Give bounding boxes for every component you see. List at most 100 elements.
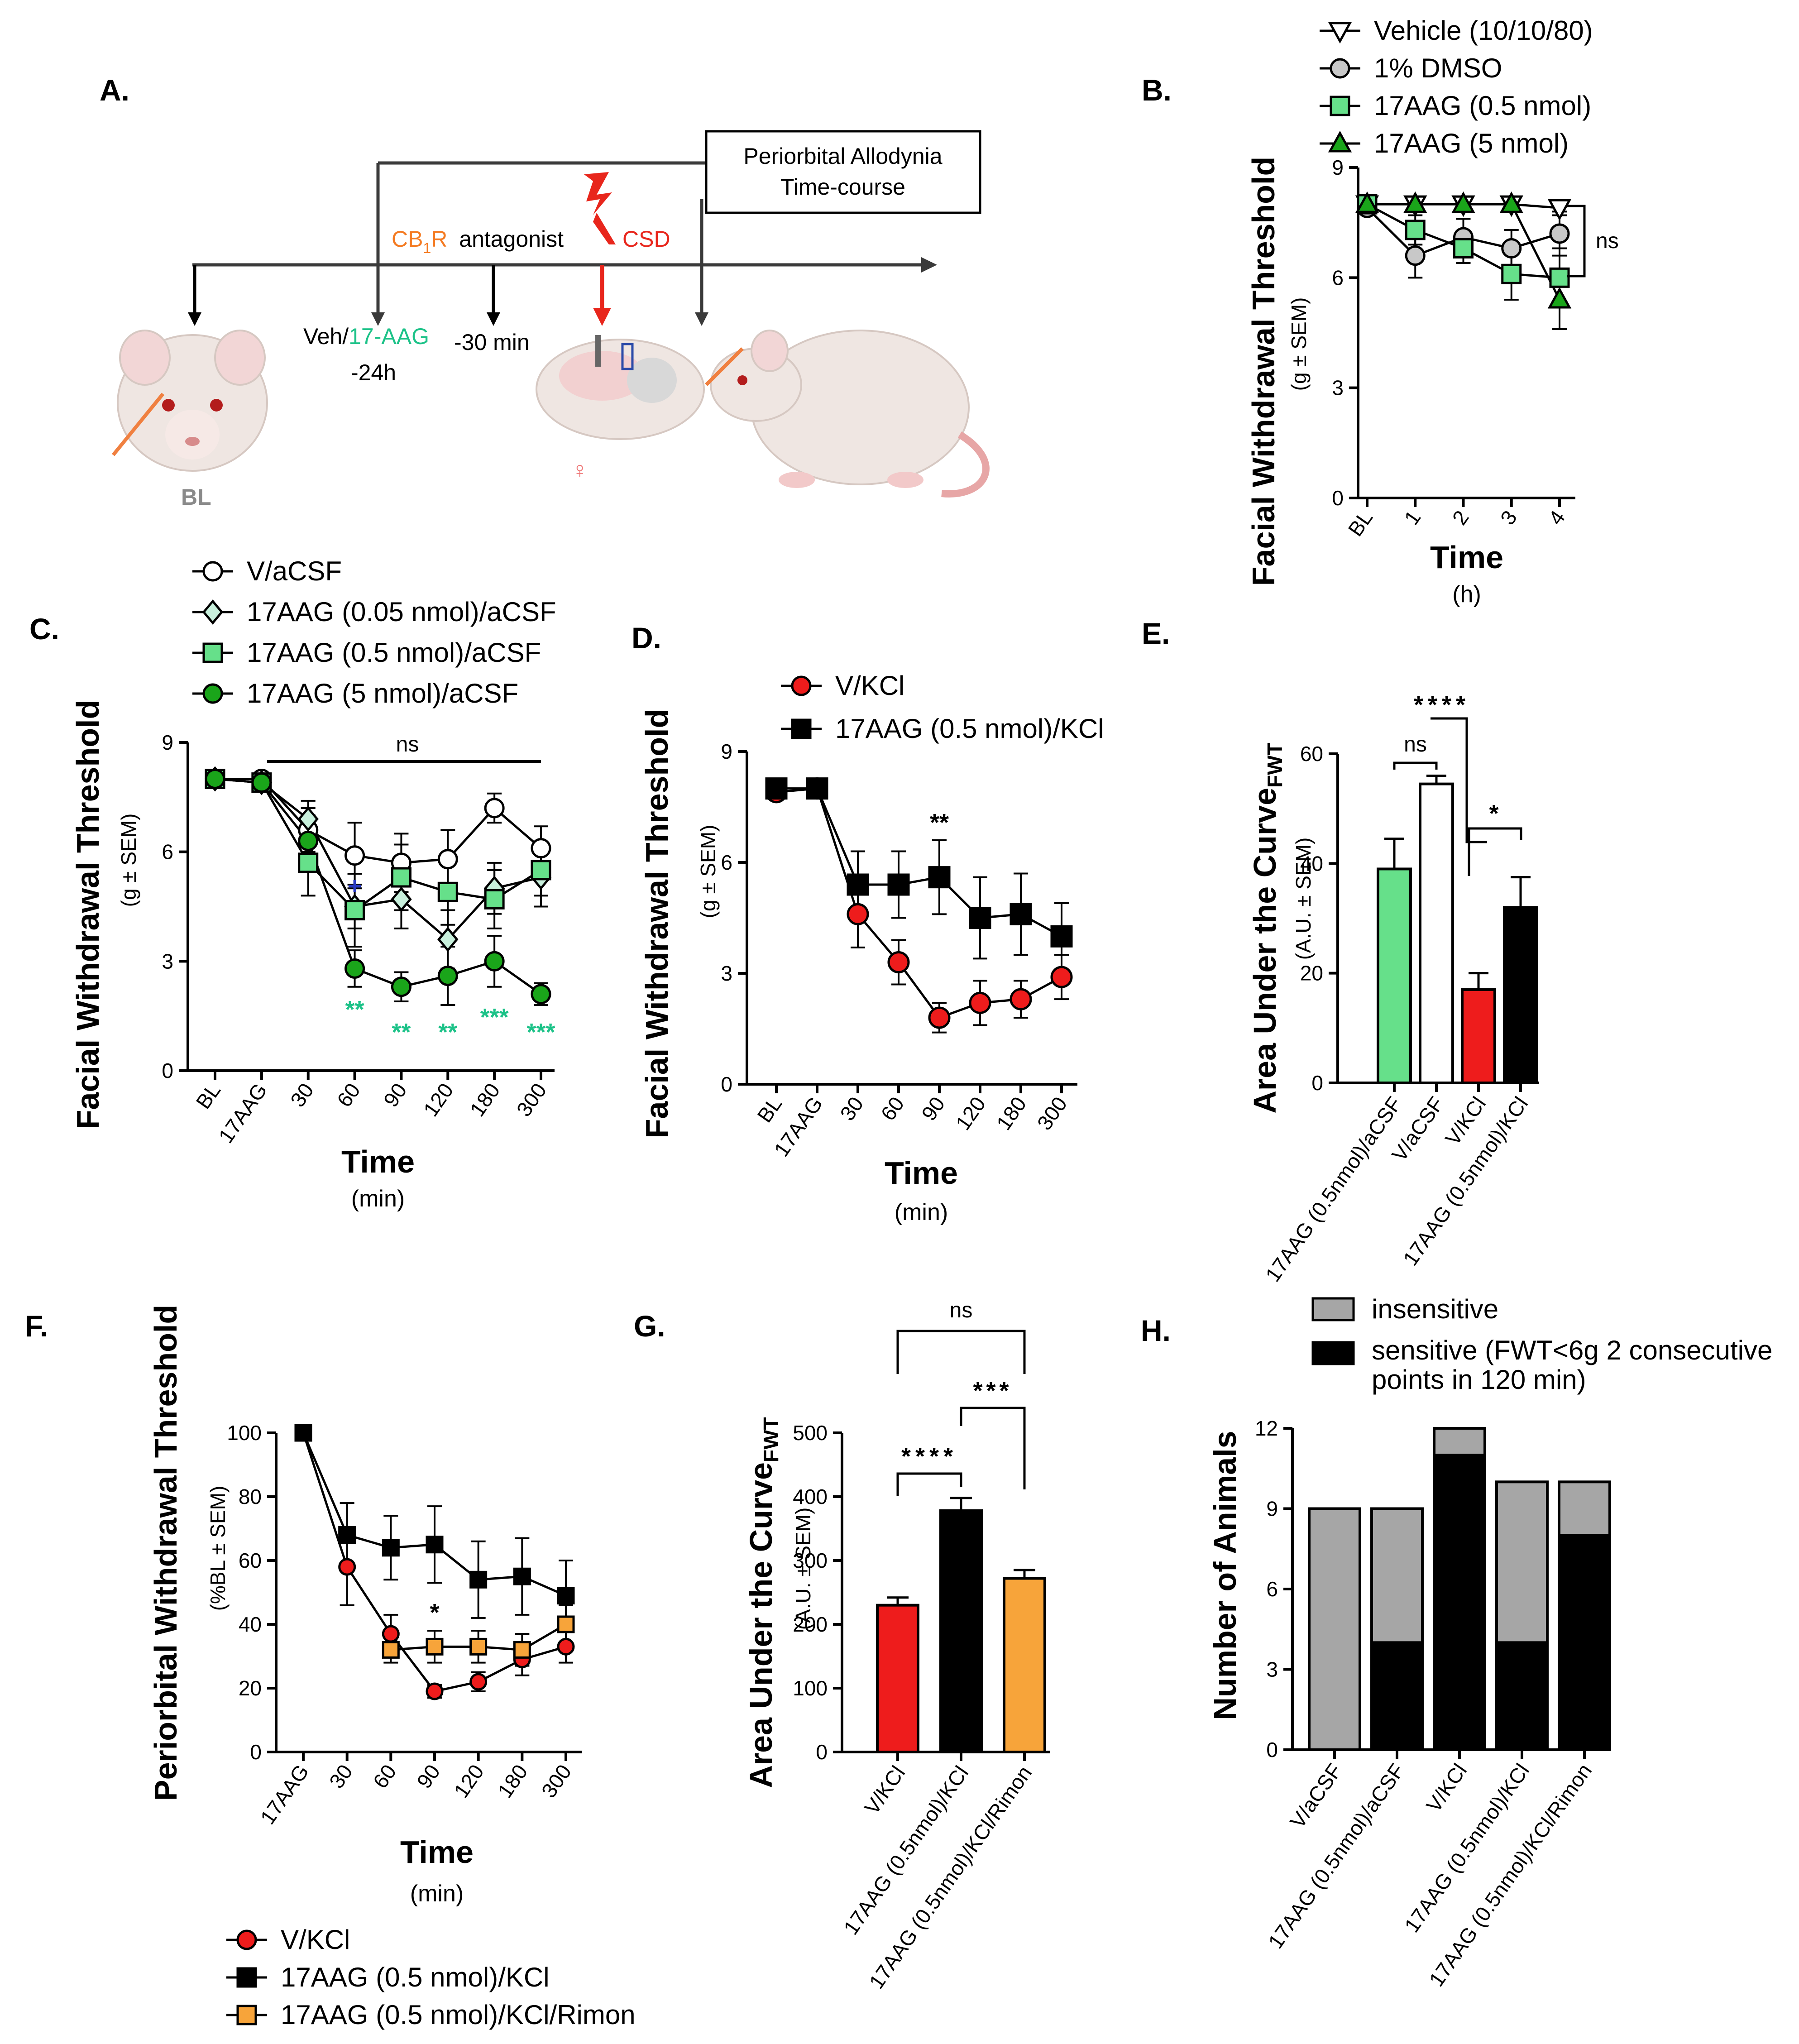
significance-star: ** (438, 1019, 457, 1046)
ysub-g: (A.U. ± SEM) (791, 1508, 815, 1630)
data-point (1499, 191, 1523, 213)
data-point (1405, 245, 1426, 266)
legend-marker (202, 683, 223, 704)
xlabel-c: Time (341, 1144, 415, 1179)
chart-d: D. V/KCl 17AAG (0.5 nmol)/KCl Facial With… (632, 621, 1104, 1225)
data-point (1010, 903, 1032, 925)
data-point (969, 907, 991, 929)
legend-marker (236, 1929, 257, 1950)
y-tick-label: 0 (721, 1072, 732, 1096)
x-tick-label: 120 (951, 1092, 990, 1134)
xsub-f: (min) (410, 1881, 464, 1907)
x-tick-label: 180 (465, 1079, 505, 1121)
cb1r-sub: 1 (423, 240, 431, 256)
legend-marker (1330, 58, 1350, 79)
ylabel-f: Periorbital Withdrawal Threshold (148, 1305, 183, 1801)
data-point (484, 889, 505, 910)
data-point (344, 845, 365, 866)
data-point (1501, 238, 1522, 258)
ysub-f: (%BL ± SEM) (206, 1486, 230, 1611)
bar (939, 1509, 983, 1753)
x-tick-label: BL (191, 1079, 225, 1113)
data-point (928, 866, 951, 889)
legend-label: points in 120 min) (1372, 1364, 1586, 1395)
ns-label: ns (1596, 229, 1619, 253)
legend-marker (236, 1967, 257, 1988)
legend-b: Vehicle (10/10/80) 1% DMSO 17AAG (0.5 nmol… (1320, 15, 1593, 158)
svg-text:Veh/17-AAG: Veh/17-AAG (303, 324, 429, 349)
panel-label-g: G. (634, 1309, 665, 1343)
xlabel-b: Time (1430, 540, 1503, 575)
sig-label: ns (950, 1298, 973, 1322)
stacked-bar-segment (1433, 1427, 1486, 1457)
data-point (294, 1424, 312, 1442)
data-point (344, 900, 365, 921)
legend-label: V/KCl (281, 1924, 350, 1955)
x-tick-label: BL (752, 1092, 786, 1127)
ysub-b: (g ± SEM) (1287, 297, 1311, 391)
y-tick-label: 9 (1266, 1497, 1278, 1521)
ylabel-e-subscript: FWT (1263, 742, 1287, 788)
ylabel-e: Area Under the Curve (1247, 788, 1282, 1114)
y-tick-label: 12 (1255, 1417, 1278, 1440)
data-point (251, 772, 272, 793)
data-point (557, 1587, 575, 1605)
data-point (437, 966, 458, 986)
ns-label: ns (396, 732, 419, 756)
minus24-label: -24h (351, 360, 396, 385)
data-point (765, 777, 788, 800)
y-tick-label: 500 (793, 1421, 828, 1445)
x-tick-label: 90 (379, 1079, 411, 1111)
chart-f: F. Periorbital Withdrawal Threshold (%BL… (25, 1305, 636, 2030)
y-tick-label: 0 (816, 1740, 828, 1764)
ylabel-c: Facial Withdrawal Threshold (70, 700, 105, 1129)
xlabel-f: Time (400, 1834, 474, 1870)
panel-label-c: C. (29, 612, 59, 646)
svg-text:CB1R antagonist: CB1R antagonist (392, 226, 564, 256)
stacked-bar-segment (1370, 1507, 1424, 1644)
legend-label: Vehicle (10/10/80) (1374, 15, 1593, 46)
y-tick-label: 100 (793, 1676, 828, 1700)
data-point (513, 1567, 531, 1585)
csd-label: CSD (622, 226, 670, 252)
bl-label: BL (181, 484, 211, 510)
significance-star: * (430, 1599, 439, 1626)
y-tick-label: 6 (721, 851, 732, 874)
x-tick-label: 90 (917, 1092, 949, 1125)
data-point (298, 852, 319, 873)
x-tick-label: 3 (1496, 506, 1521, 529)
data-point (1010, 988, 1032, 1010)
data-point (1547, 199, 1572, 221)
legend-label: 17AAG (0.5 nmol)/KCl (835, 713, 1104, 744)
x-tick-label: 17AAG (0.5nmol)/aCSF (1263, 1759, 1409, 1953)
x-tick-label: 30 (835, 1092, 868, 1125)
y-tick-label: 6 (1332, 266, 1344, 289)
x-tick-label: 60 (368, 1760, 401, 1793)
veh-arrowhead (371, 312, 385, 326)
legend-label: 17AAG (0.5 nmol)/KCl/Rimon (281, 2000, 636, 2030)
x-tick-label: 17AAG (0.5nmol)/KCl (1400, 1759, 1534, 1937)
legend-label: 17AAG (0.05 nmol)/aCSF (247, 597, 556, 627)
data-point (969, 991, 991, 1014)
x-tick-label: V/KCl (1421, 1759, 1471, 1816)
y-tick-label: 0 (162, 1059, 173, 1082)
svg-text:Area Under the CurveFWT: Area Under the CurveFWT (743, 1417, 783, 1788)
bar (1503, 906, 1538, 1085)
data-point (1453, 238, 1474, 258)
data-point (887, 951, 910, 973)
box-line1: Periorbital Allodynia (743, 144, 942, 169)
x-tick-label: 17AAG (0.5nmol)/KCl (839, 1762, 973, 1939)
legend-label: 1% DMSO (1374, 53, 1502, 83)
panel-label-d: D. (632, 621, 661, 655)
chart-c: C. V/aCSF 17AAG (0.05 nmol)/aCSF 17AAG (0.… (29, 556, 556, 1212)
legend-marker (791, 718, 812, 739)
xsub-b: (h) (1452, 581, 1481, 608)
csd-arrowhead (593, 308, 611, 326)
drug-label: 17-AAG (349, 324, 429, 349)
data-point (531, 860, 551, 881)
y-tick-label: 40 (1300, 852, 1323, 875)
legend-marker (1330, 96, 1350, 116)
ylabel-b: Facial Withdrawal Threshold (1246, 157, 1281, 586)
